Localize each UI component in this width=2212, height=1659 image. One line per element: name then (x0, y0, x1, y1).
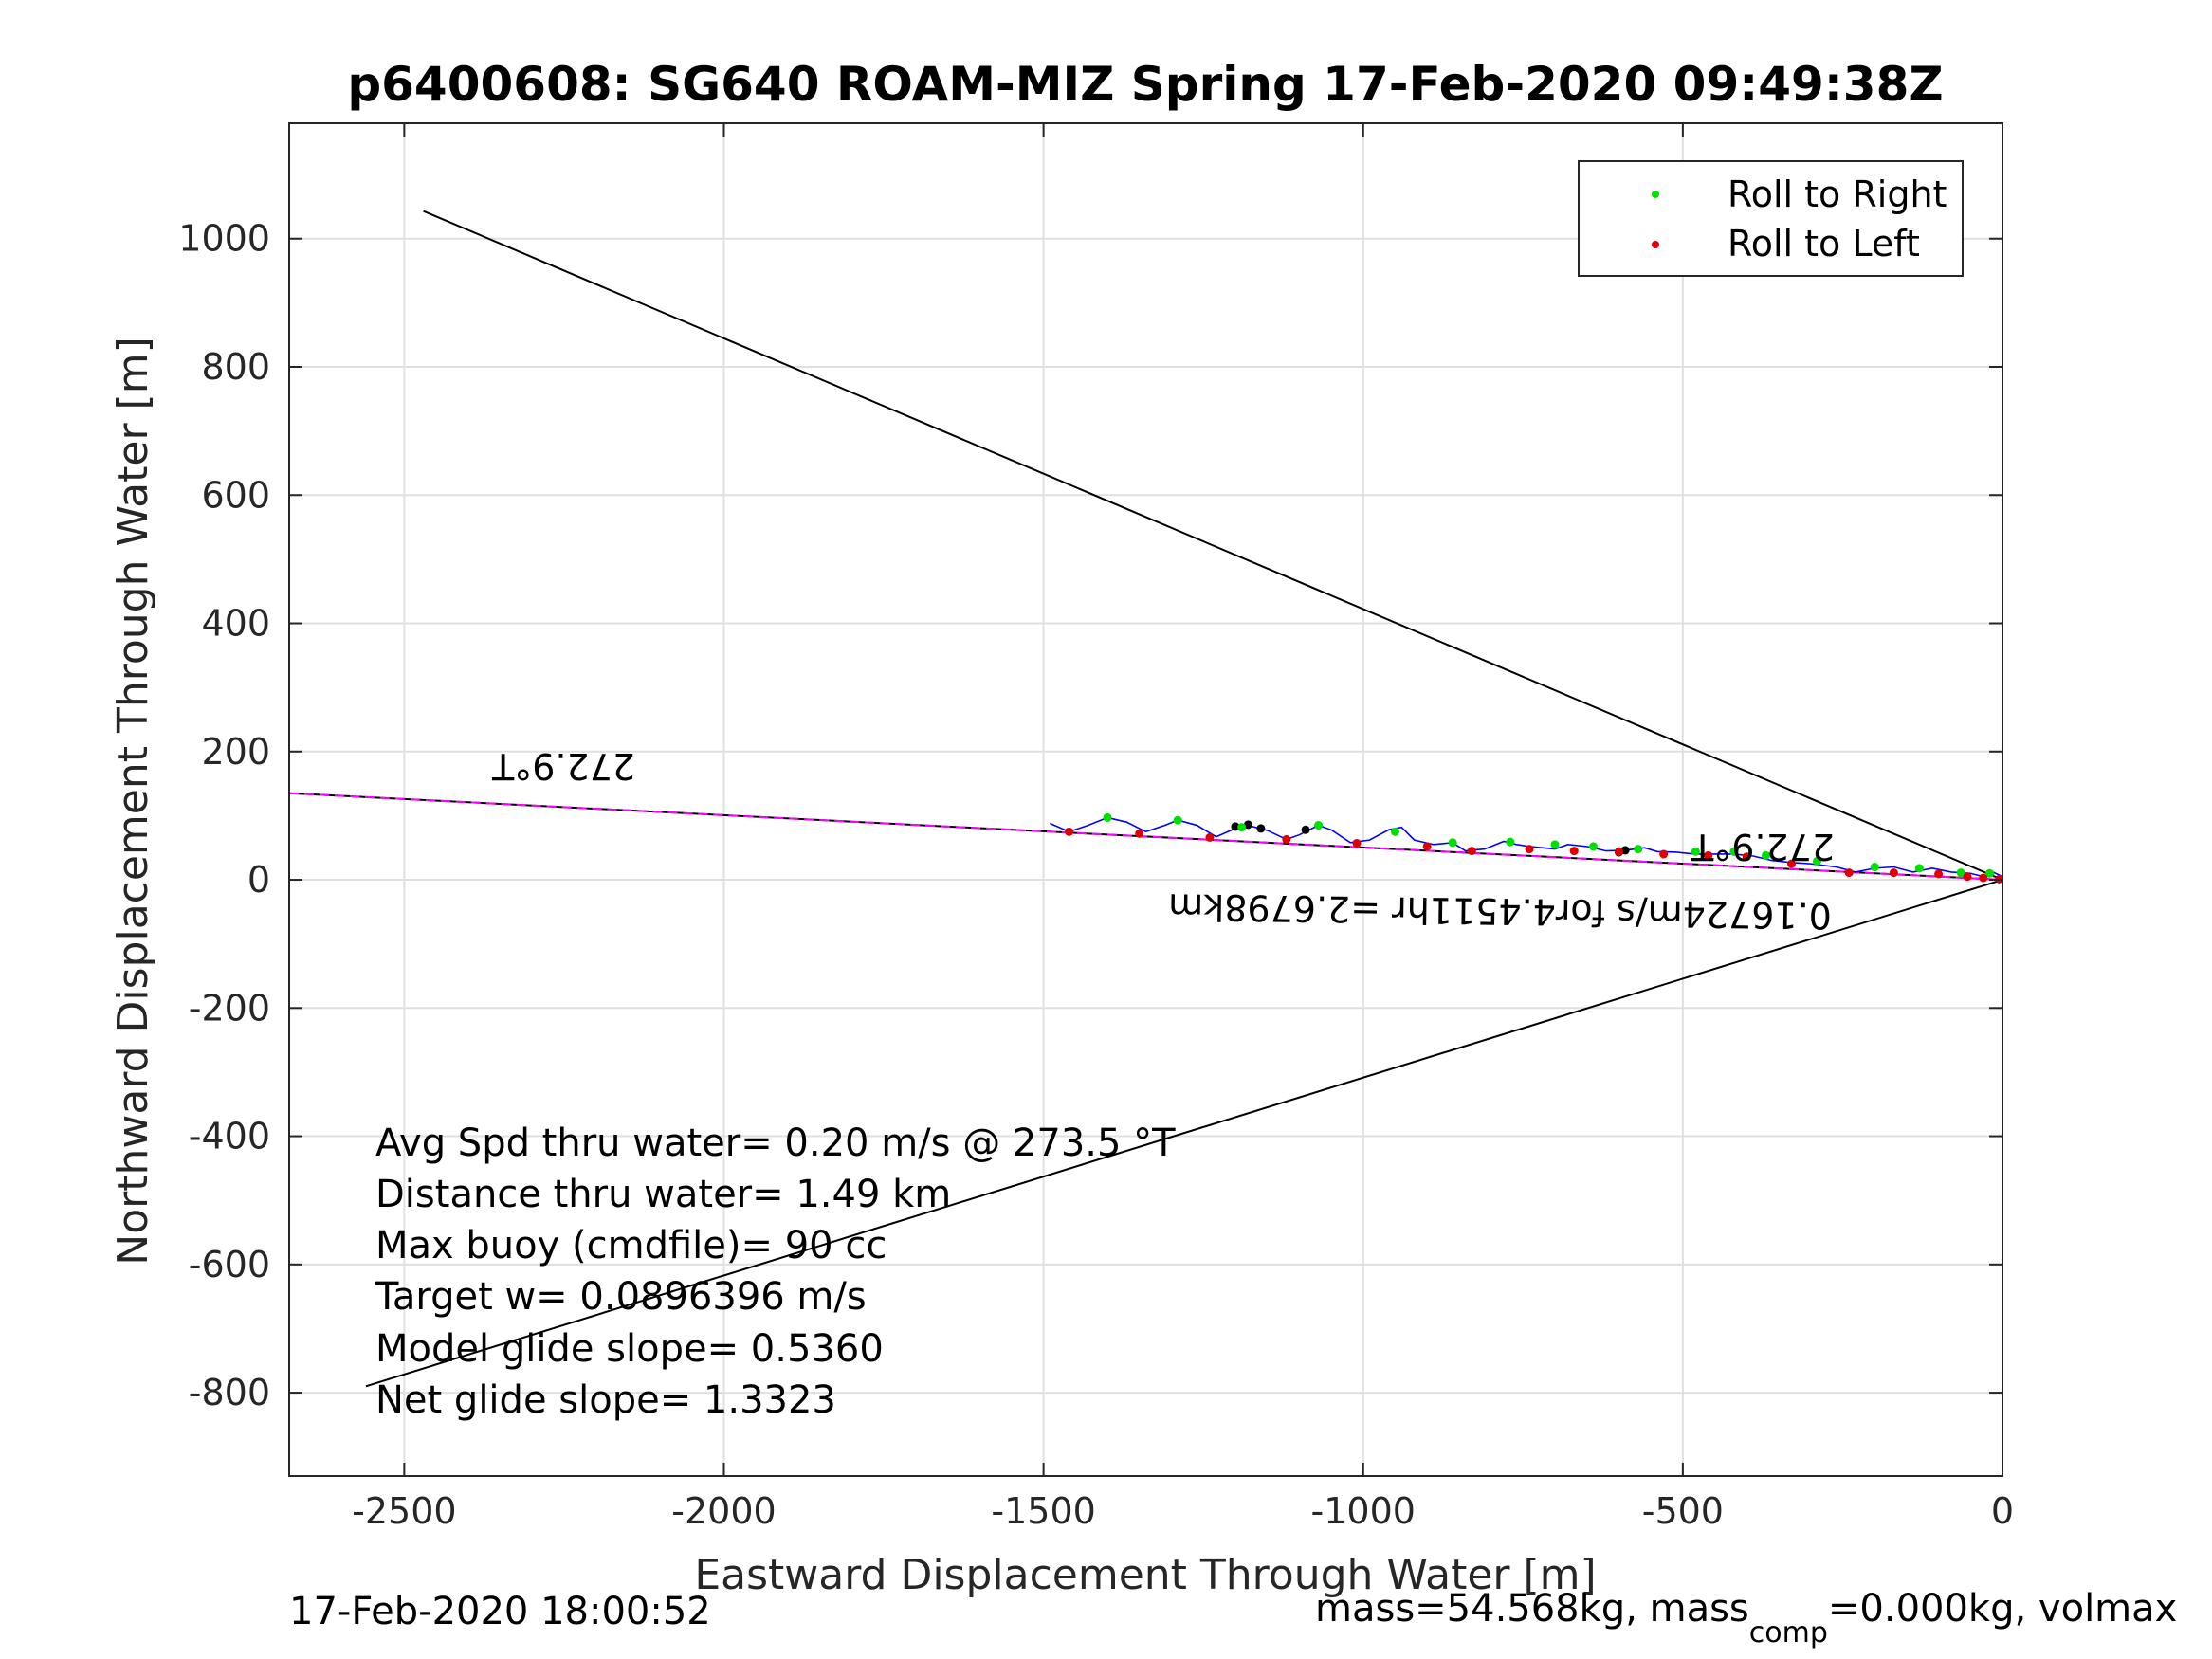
roll-left-point (1205, 832, 1215, 842)
y-tick-label: 800 (201, 346, 270, 388)
footer-mass: mass=54.568kg, masscomp=0.000kg, volmax (1315, 1587, 2177, 1650)
footer-mass-suffix: =0.000kg, volmax (1828, 1587, 2177, 1631)
track-point-black (1256, 824, 1266, 833)
chart-title: p6400608: SG640 ROAM-MIZ Spring 17-Feb-2… (347, 57, 1943, 112)
roll-right-point (1588, 842, 1598, 851)
roll-left-point (1963, 872, 1972, 882)
stat-target-w: Target w= 0.0896396 m/s (375, 1275, 867, 1319)
footer-mass-prefix: mass=54.568kg, mass (1315, 1587, 1749, 1631)
x-tick-label: 0 (1991, 1490, 2014, 1532)
y-tick-label: 200 (201, 731, 270, 773)
roll-left-point (1934, 869, 1944, 879)
roll-left-point (1704, 850, 1713, 860)
cone-lines (288, 210, 2003, 1388)
footer-timestamp: 17-Feb-2020 18:00:52 (289, 1590, 711, 1633)
roll-left-point (1786, 859, 1796, 868)
roll-right-point (1103, 812, 1112, 822)
roll-left-point (1742, 852, 1751, 862)
roll-right-point (1870, 863, 1879, 872)
grid-lines (289, 123, 2003, 1476)
glider-track-line (1050, 816, 2003, 878)
y-axis-label: Northward Displacement Through Water [m] (109, 337, 157, 1265)
x-axis-label: Eastward Displacement Through Water [m] (694, 1551, 1596, 1599)
roll-right-point (1506, 837, 1515, 847)
roll-right-point (1956, 868, 1965, 878)
legend-box (1578, 160, 1964, 277)
roll-right-point (1914, 864, 1924, 873)
stat-distance: Distance thru water= 1.49 km (375, 1173, 951, 1216)
roll-right-point (1550, 840, 1560, 849)
roll-left-point (1659, 849, 1669, 859)
track-point-black (1243, 820, 1252, 830)
y-tick-label: 1000 (178, 218, 270, 260)
legend: Roll to Right Roll to Left (1578, 160, 1964, 277)
x-tick-label: -500 (1642, 1490, 1724, 1532)
roll-right-point (1762, 850, 1771, 860)
roll-left-point (1614, 847, 1623, 856)
roll-left-point (1569, 847, 1579, 856)
y-tick-label: 600 (201, 474, 270, 516)
track-point-black (1231, 822, 1240, 831)
cone-upper-line (423, 210, 2003, 881)
roll-points (1065, 812, 2004, 884)
axis-ticks: -2500 -2000 -1500 -1000 -500 0-800-600-400-20… (178, 123, 2014, 1532)
footer-mass-sub: comp (1749, 1616, 1828, 1650)
roll-right-point (1729, 847, 1739, 856)
x-tick-label: -2500 (352, 1490, 456, 1532)
x-tick-label: -1000 (1311, 1490, 1416, 1532)
stats-block: Avg Spd thru water= 0.20 m/s @ 273.5 °T … (375, 1121, 1176, 1422)
heading-label-left: 272.9°T (491, 745, 635, 787)
track-layer (1050, 816, 2003, 878)
y-tick-label: 400 (201, 603, 270, 645)
roll-left-point (1979, 873, 1988, 883)
roll-left-point (1889, 868, 1898, 878)
speed-annotation: 0.16724m/s for4.4511hr =2.6798km (1168, 885, 1832, 937)
y-tick-label: -400 (189, 1116, 270, 1158)
roll-right-point (1390, 827, 1399, 836)
roll-right-point (1173, 815, 1182, 825)
legend-label-roll-right: Roll to Right (1728, 173, 1947, 215)
stat-model-glide: Model glide slope= 0.5360 (375, 1327, 884, 1371)
roll-right-point (1812, 856, 1821, 866)
x-tick-label: -1500 (991, 1490, 1095, 1532)
roll-right-point (1237, 823, 1247, 832)
roll-left-point (1352, 838, 1362, 848)
roll-right-point (1448, 838, 1457, 848)
plot-area-frame (288, 122, 2003, 1477)
legend-label-roll-left: Roll to Left (1728, 223, 1920, 264)
roll-left-point (1065, 827, 1074, 836)
roll-right-point (1314, 821, 1324, 830)
y-tick-label: -800 (189, 1372, 270, 1413)
heading-label-right: 272.9°T (1691, 826, 1835, 867)
roll-left-point (1467, 847, 1476, 856)
track-point-black (1301, 825, 1310, 834)
roll-right-point (1985, 868, 1995, 878)
legend-marker-roll-left (1652, 241, 1659, 248)
stat-max-buoy: Max buoy (cmdfile)= 90 cc (375, 1224, 887, 1267)
roll-left-point (1525, 845, 1534, 854)
y-tick-label: -600 (189, 1244, 270, 1285)
y-tick-label: 0 (247, 859, 270, 901)
stat-net-glide: Net glide slope= 1.3323 (375, 1378, 836, 1422)
cone-lower-line (365, 879, 2003, 1388)
roll-left-point (1135, 829, 1144, 838)
roll-right-point (1634, 845, 1643, 854)
roll-left-point (1844, 868, 1854, 878)
y-tick-label: -200 (189, 987, 270, 1029)
x-tick-label: -2000 (671, 1490, 776, 1532)
track-point-black (1620, 846, 1630, 855)
roll-left-point (1422, 842, 1432, 851)
stat-avg-speed: Avg Spd thru water= 0.20 m/s @ 273.5 °T (375, 1121, 1176, 1165)
roll-right-point (1691, 847, 1700, 856)
heading-line-dashed (288, 792, 2003, 882)
roll-left-point (1282, 834, 1291, 844)
legend-marker-roll-right (1652, 191, 1659, 198)
